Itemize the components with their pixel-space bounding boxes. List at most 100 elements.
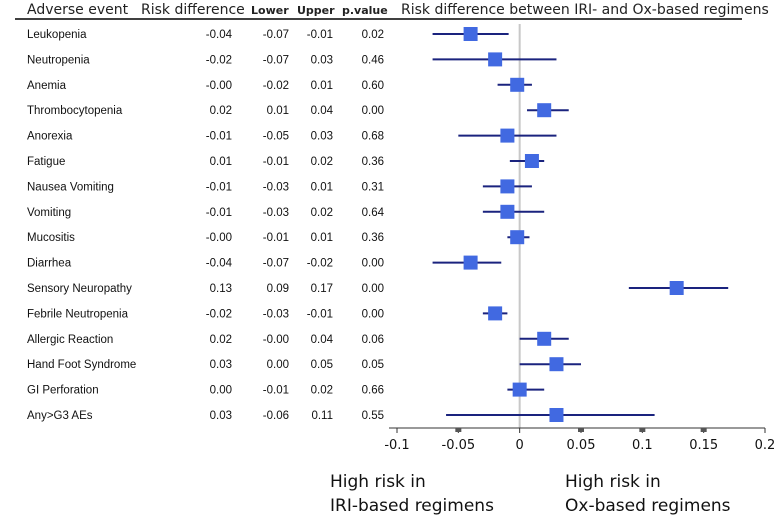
forest-row: Nausea Vomiting -0.01 -0.03 0.01 0.31 xyxy=(27,179,532,194)
row-lower: 0.09 xyxy=(267,283,289,295)
row-p-value: 0.00 xyxy=(362,258,384,270)
annotation-right-line2: Ox-based regimens xyxy=(565,496,731,516)
forest-row: Thrombocytopenia 0.02 0.01 0.04 0.00 xyxy=(27,103,569,118)
row-event-label: Any>G3 AEs xyxy=(27,410,93,422)
annotation-left-line2: IRI-based regimens xyxy=(330,496,494,516)
row-risk-difference: 0.02 xyxy=(210,105,232,117)
row-p-value: 0.05 xyxy=(362,359,384,371)
row-risk-difference: 0.13 xyxy=(210,283,232,295)
row-upper: 0.02 xyxy=(311,156,333,168)
row-risk-difference: 0.02 xyxy=(210,334,232,346)
row-lower: 0.00 xyxy=(267,359,289,371)
x-tick-label: 0.2 xyxy=(755,438,776,453)
x-minor-marker xyxy=(639,428,646,432)
row-event-label: Thrombocytopenia xyxy=(27,105,123,117)
row-event-label: Fatigue xyxy=(27,156,65,168)
row-event-label: Anemia xyxy=(27,80,67,92)
forest-row: Anorexia -0.01 -0.05 0.03 0.68 xyxy=(27,128,557,143)
row-event-label: Anorexia xyxy=(27,131,73,143)
row-lower: -0.07 xyxy=(263,258,289,270)
header-adverse-event: Adverse event xyxy=(27,2,129,18)
row-lower: -0.00 xyxy=(263,334,289,346)
row-upper: 0.04 xyxy=(311,334,334,346)
row-risk-difference: -0.04 xyxy=(206,29,233,41)
row-p-value: 0.31 xyxy=(362,181,384,193)
row-risk-difference: 0.01 xyxy=(210,156,232,168)
row-event-label: Mucositis xyxy=(27,232,75,244)
estimate-marker xyxy=(500,179,515,194)
forest-row: Hand Foot Syndrome 0.03 0.00 0.05 0.05 xyxy=(27,357,581,372)
row-risk-difference: -0.04 xyxy=(206,258,233,270)
row-upper: 0.01 xyxy=(311,232,333,244)
row-event-label: Sensory Neuropathy xyxy=(27,283,132,295)
row-lower: 0.01 xyxy=(267,105,289,117)
row-risk-difference: 0.03 xyxy=(210,410,232,422)
row-upper: 0.05 xyxy=(311,359,333,371)
estimate-marker xyxy=(500,128,515,143)
estimate-marker xyxy=(549,357,564,372)
row-risk-difference: -0.01 xyxy=(206,207,232,219)
forest-row: Leukopenia -0.04 -0.07 -0.01 0.02 xyxy=(27,27,509,41)
row-risk-difference: -0.02 xyxy=(206,54,232,66)
row-upper: 0.04 xyxy=(311,105,334,117)
x-axis: -0.1 -0.05 0 0.05 0.1 0.15 0.2 xyxy=(384,427,776,453)
row-p-value: 0.66 xyxy=(362,385,384,397)
row-p-value: 0.68 xyxy=(362,131,384,143)
row-event-label: Leukopenia xyxy=(27,29,87,41)
forest-rows: Leukopenia -0.04 -0.07 -0.01 0.02 Neutropenia… xyxy=(27,27,729,422)
row-upper: -0.02 xyxy=(307,258,333,270)
annotation-right-line1: High risk in xyxy=(565,472,661,492)
forest-row: GI Perforation 0.00 -0.01 0.02 0.66 xyxy=(27,382,545,397)
header-lower: Lower xyxy=(251,4,289,17)
row-lower: -0.03 xyxy=(263,181,289,193)
direction-annotations: High risk in IRI-based regimens High ris… xyxy=(330,472,731,516)
row-lower: -0.05 xyxy=(263,131,289,143)
forest-row: Febrile Neutropenia -0.02 -0.03 -0.01 0.00 xyxy=(27,306,508,321)
row-lower: -0.01 xyxy=(263,156,289,168)
row-p-value: 0.64 xyxy=(362,207,385,219)
x-tick-label: 0.15 xyxy=(689,438,718,453)
row-upper: 0.03 xyxy=(311,131,333,143)
x-minor-marker xyxy=(578,428,584,432)
row-upper: 0.02 xyxy=(311,207,333,219)
estimate-marker xyxy=(549,408,564,422)
estimate-marker xyxy=(488,306,503,321)
row-event-label: GI Perforation xyxy=(27,385,99,397)
row-lower: -0.07 xyxy=(263,54,289,66)
row-risk-difference: 0.00 xyxy=(210,385,232,397)
row-lower: -0.03 xyxy=(263,207,289,219)
estimate-marker xyxy=(488,52,503,67)
row-p-value: 0.60 xyxy=(362,80,384,92)
row-event-label: Nausea Vomiting xyxy=(27,181,114,193)
estimate-marker xyxy=(510,77,525,92)
estimate-marker xyxy=(463,27,478,41)
row-risk-difference: -0.00 xyxy=(206,232,232,244)
row-p-value: 0.00 xyxy=(362,283,384,295)
row-upper: 0.11 xyxy=(311,410,333,422)
header-risk-difference: Risk difference xyxy=(141,2,245,18)
row-event-label: Allergic Reaction xyxy=(27,334,113,346)
x-tick-label: 0.05 xyxy=(567,438,596,453)
row-p-value: 0.36 xyxy=(362,232,384,244)
x-tick-label: 0 xyxy=(516,438,524,453)
row-upper: 0.17 xyxy=(311,283,333,295)
forest-row: Neutropenia -0.02 -0.07 0.03 0.46 xyxy=(27,52,557,67)
row-lower: -0.01 xyxy=(263,232,289,244)
x-tick-label: 0.1 xyxy=(632,438,653,453)
row-upper: 0.03 xyxy=(311,54,333,66)
estimate-marker xyxy=(537,331,552,346)
row-upper: -0.01 xyxy=(307,29,333,41)
forest-row: Any>G3 AEs 0.03 -0.06 0.11 0.55 xyxy=(27,408,655,422)
row-risk-difference: 0.03 xyxy=(210,359,232,371)
row-lower: -0.02 xyxy=(263,80,289,92)
chart-title: Risk difference between IRI- and Ox-base… xyxy=(401,2,769,18)
estimate-marker xyxy=(463,255,478,270)
row-event-label: Diarrhea xyxy=(27,258,72,270)
annotation-left-line1: High risk in xyxy=(330,472,426,492)
x-tick-label: -0.05 xyxy=(442,438,476,453)
row-risk-difference: -0.01 xyxy=(206,131,232,143)
forest-row: Diarrhea -0.04 -0.07 -0.02 0.00 xyxy=(27,255,502,270)
forest-row: Anemia -0.00 -0.02 0.01 0.60 xyxy=(27,77,532,92)
header-p-value: p.value xyxy=(342,4,388,17)
x-minor-marker xyxy=(455,428,462,432)
